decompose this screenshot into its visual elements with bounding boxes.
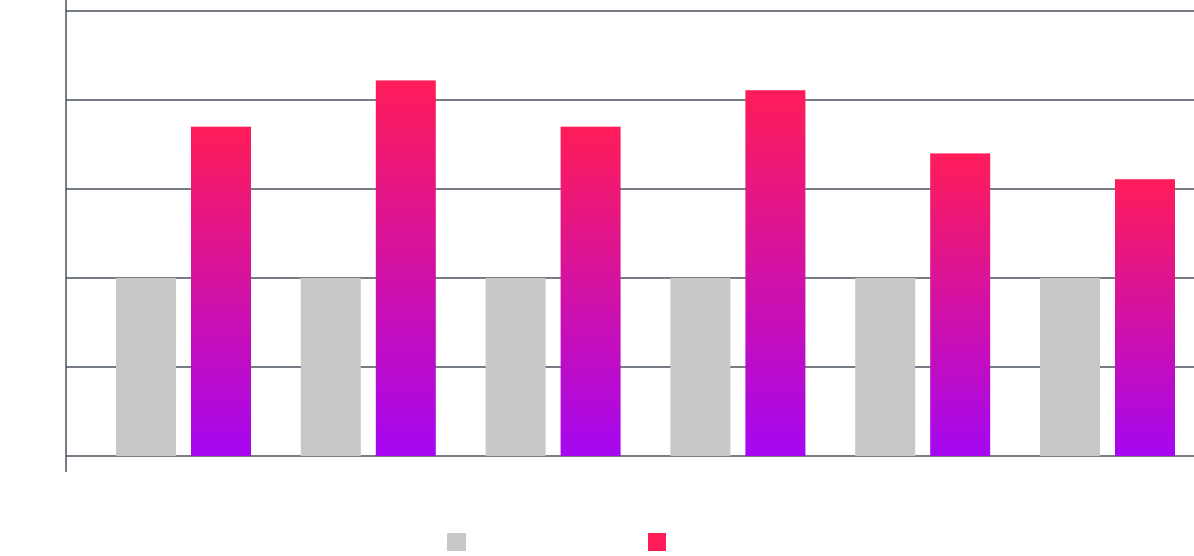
legend <box>447 533 666 551</box>
bar-series-2-2 <box>375 80 436 457</box>
bar-series-1-6 <box>1040 278 1100 456</box>
bar-series-1-2 <box>300 278 361 456</box>
bar-series-2-6 <box>1115 179 1175 456</box>
bar-series-2-1 <box>191 126 251 456</box>
gridlines <box>66 10 1194 457</box>
bar-series-1-1 <box>116 278 176 456</box>
legend-swatch-series-1 <box>447 533 466 551</box>
bars <box>116 80 1175 457</box>
bar-series-2-3 <box>560 126 621 456</box>
legend-swatch-series-2 <box>648 533 666 551</box>
bar-series-2-5 <box>930 153 991 456</box>
bar-series-1-5 <box>855 278 916 456</box>
bar-series-1-4 <box>670 278 731 456</box>
bar-series-2-4 <box>745 90 806 457</box>
bar-series-1-3 <box>485 278 546 456</box>
